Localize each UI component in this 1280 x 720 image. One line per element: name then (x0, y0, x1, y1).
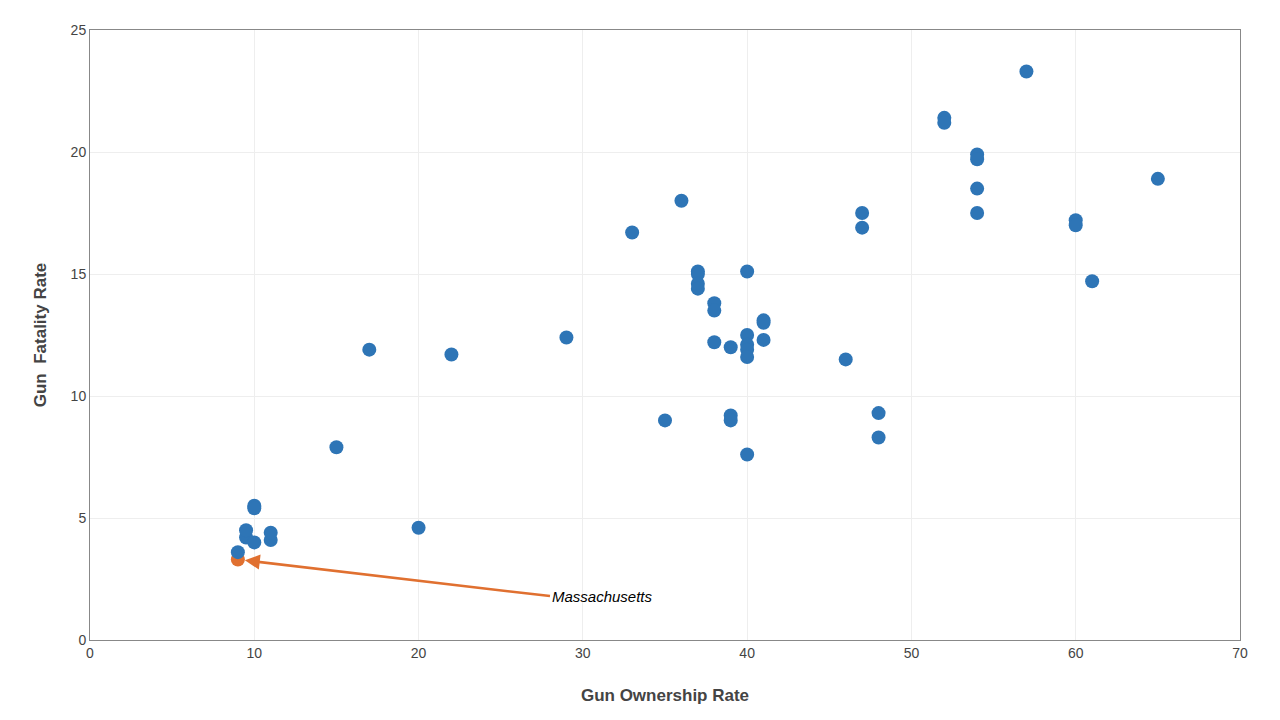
svg-text:25: 25 (71, 22, 87, 38)
svg-text:5: 5 (78, 510, 86, 526)
svg-text:70: 70 (1232, 645, 1248, 661)
svg-text:Gun Ownership Rate: Gun Ownership Rate (581, 686, 749, 705)
svg-text:20: 20 (71, 144, 87, 160)
svg-text:10: 10 (71, 388, 87, 404)
svg-text:0: 0 (78, 632, 86, 648)
svg-text:10: 10 (247, 645, 263, 661)
svg-text:0: 0 (86, 645, 94, 661)
svg-text:Massachusetts: Massachusetts (552, 588, 653, 605)
svg-text:50: 50 (904, 645, 920, 661)
svg-text:Gun Fatality Rate: Gun Fatality Rate (31, 263, 50, 408)
svg-text:30: 30 (575, 645, 591, 661)
svg-text:40: 40 (739, 645, 755, 661)
svg-text:15: 15 (71, 266, 87, 282)
svg-text:60: 60 (1068, 645, 1084, 661)
svg-text:20: 20 (411, 645, 427, 661)
